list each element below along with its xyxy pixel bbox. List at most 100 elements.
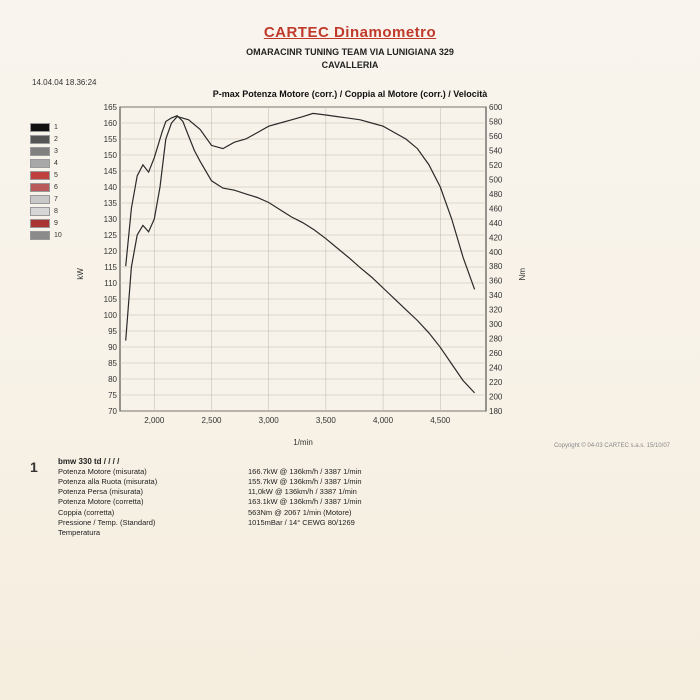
svg-text:80: 80 [108, 375, 117, 384]
svg-text:180: 180 [489, 407, 503, 416]
result-label: Pressione / Temp. (Standard) [58, 518, 248, 528]
svg-text:130: 130 [104, 215, 118, 224]
svg-text:600: 600 [489, 103, 503, 112]
svg-text:155: 155 [104, 135, 118, 144]
chart-title: P-max Potenza Motore (corr.) / Coppia al… [30, 89, 670, 99]
svg-text:540: 540 [489, 146, 503, 155]
result-label: Temperatura [58, 528, 248, 538]
legend-number: 9 [54, 220, 58, 227]
svg-text:115: 115 [104, 263, 117, 272]
result-value [248, 528, 670, 538]
svg-text:75: 75 [108, 391, 117, 400]
results-values-col: 166.7kW @ 136km/h / 3387 1/min155.7kW @ … [248, 457, 670, 538]
legend-item: 7 [30, 195, 76, 204]
report-header: CARTEC Dinamometro OMARACINR TUNING TEAM… [30, 24, 670, 70]
svg-text:2,500: 2,500 [201, 416, 222, 425]
legend-number: 8 [54, 208, 58, 215]
svg-text:240: 240 [489, 364, 503, 373]
legend-number: 1 [54, 124, 58, 131]
svg-text:520: 520 [489, 161, 503, 170]
svg-text:320: 320 [489, 306, 503, 315]
svg-text:280: 280 [489, 335, 503, 344]
result-label: Potenza Persa (misurata) [58, 487, 248, 497]
legend-item: 9 [30, 219, 76, 228]
legend-swatch [30, 183, 50, 192]
series-legend: 1 2 3 4 5 6 7 8 9 10 [30, 101, 76, 243]
svg-text:340: 340 [489, 291, 503, 300]
svg-text:500: 500 [489, 175, 503, 184]
legend-item: 1 [30, 123, 76, 132]
report-timestamp: 14.04.04 18.36:24 [32, 78, 670, 87]
legend-swatch [30, 147, 50, 156]
legend-swatch [30, 219, 50, 228]
vehicle-name: bmw 330 td / / / / [58, 457, 248, 466]
svg-text:580: 580 [489, 117, 503, 126]
svg-text:70: 70 [108, 407, 117, 416]
svg-text:85: 85 [108, 359, 117, 368]
svg-text:3,000: 3,000 [259, 416, 280, 425]
results-labels-col: bmw 330 td / / / / Potenza Motore (misur… [58, 457, 248, 538]
svg-text:4,500: 4,500 [430, 416, 451, 425]
svg-text:135: 135 [104, 199, 118, 208]
report-title: CARTEC Dinamometro [30, 24, 670, 41]
svg-text:300: 300 [489, 320, 503, 329]
svg-text:150: 150 [104, 151, 118, 160]
x-axis-label: 1/min [88, 438, 518, 447]
svg-text:3,500: 3,500 [316, 416, 337, 425]
result-value: 11,0kW @ 136km/h / 3387 1/min [248, 487, 670, 497]
result-label: Coppia (corretta) [58, 508, 248, 518]
svg-text:560: 560 [489, 132, 503, 141]
result-value: 563Nm @ 2067 1/min (Motore) [248, 508, 670, 518]
legend-swatch [30, 135, 50, 144]
legend-number: 6 [54, 184, 58, 191]
legend-item: 5 [30, 171, 76, 180]
result-value: 1015mBar / 14° CEWG 80/1269 [248, 518, 670, 528]
legend-swatch [30, 231, 50, 240]
svg-text:380: 380 [489, 262, 503, 271]
svg-text:140: 140 [104, 183, 118, 192]
svg-text:90: 90 [108, 343, 117, 352]
result-label: Potenza Motore (corretta) [58, 497, 248, 507]
svg-text:145: 145 [104, 167, 118, 176]
svg-text:260: 260 [489, 349, 503, 358]
legend-item: 2 [30, 135, 76, 144]
svg-text:100: 100 [104, 311, 118, 320]
svg-text:420: 420 [489, 233, 503, 242]
dyno-chart-svg: 70 75 80 85 90 95 100 105 110 115 120 125 130 135 140 1… [88, 101, 518, 431]
legend-number: 10 [54, 232, 62, 239]
legend-item: 6 [30, 183, 76, 192]
svg-text:440: 440 [489, 219, 503, 228]
svg-text:200: 200 [489, 393, 503, 402]
legend-swatch [30, 171, 50, 180]
dyno-report-page: CARTEC Dinamometro OMARACINR TUNING TEAM… [0, 0, 700, 700]
svg-text:110: 110 [104, 279, 117, 288]
legend-item: 3 [30, 147, 76, 156]
result-label: Potenza Motore (misurata) [58, 467, 248, 477]
legend-number: 5 [54, 172, 58, 179]
legend-swatch [30, 207, 50, 216]
svg-text:125: 125 [104, 231, 118, 240]
result-value: 163.1kW @ 136km/h / 3387 1/min [248, 497, 670, 507]
legend-swatch [30, 195, 50, 204]
legend-number: 2 [54, 136, 58, 143]
result-value: 166.7kW @ 136km/h / 3387 1/min [248, 467, 670, 477]
result-label: Potenza alla Ruota (misurata) [58, 477, 248, 487]
svg-text:165: 165 [104, 103, 118, 112]
legend-swatch [30, 123, 50, 132]
y-axis-left-label: kW [76, 268, 88, 280]
svg-text:480: 480 [489, 190, 503, 199]
results-footer: 1 bmw 330 td / / / / Potenza Motore (mis… [30, 457, 670, 538]
report-subtitle-2: CAVALLERIA [30, 60, 670, 70]
legend-item: 10 [30, 231, 76, 240]
chart-canvas: 70 75 80 85 90 95 100 105 110 115 120 125 130 135 140 1… [88, 101, 518, 447]
legend-number: 4 [54, 160, 58, 167]
chart-area: 1 2 3 4 5 6 7 8 9 10 kW 70 75 80 85 90 95 100 105 110 115 1… [30, 101, 670, 447]
legend-number: 3 [54, 148, 58, 155]
svg-text:95: 95 [108, 327, 117, 336]
svg-text:360: 360 [489, 277, 503, 286]
svg-text:105: 105 [104, 295, 118, 304]
svg-text:160: 160 [104, 119, 118, 128]
legend-swatch [30, 159, 50, 168]
report-subtitle-1: OMARACINR TUNING TEAM VIA LUNIGIANA 329 [30, 47, 670, 57]
svg-text:120: 120 [104, 247, 118, 256]
